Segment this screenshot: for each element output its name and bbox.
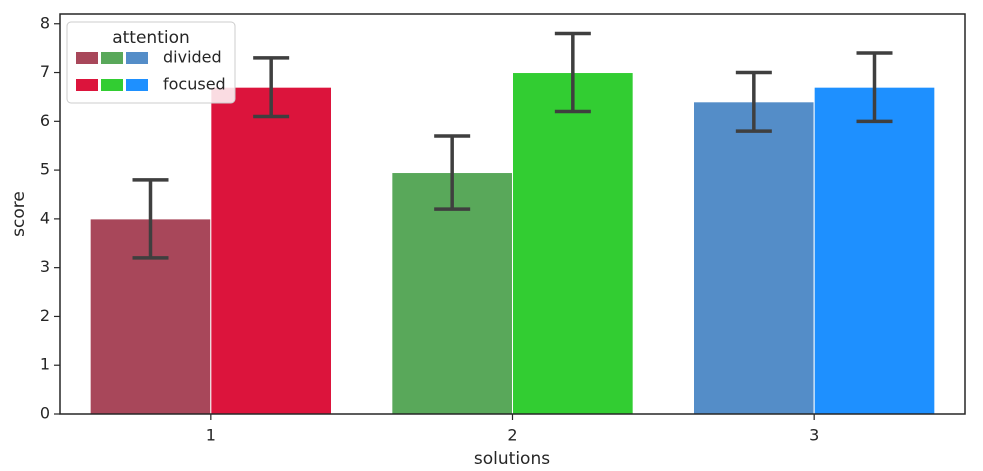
- y-tick-label: 0: [40, 404, 50, 423]
- legend-swatch: [76, 79, 98, 91]
- y-axis-label: score: [9, 191, 29, 237]
- error-bar: [253, 56, 290, 119]
- legend-title: attention: [112, 28, 190, 48]
- bar: [693, 101, 815, 415]
- legend-label: focused: [163, 75, 226, 94]
- x-tick-label: 2: [507, 426, 517, 445]
- y-tick-label: 3: [40, 257, 50, 276]
- error-bar: [856, 51, 893, 124]
- error-bar: [554, 31, 591, 114]
- plot-frame: [59, 13, 966, 415]
- bar: [512, 72, 634, 415]
- y-tick-label: 7: [40, 62, 50, 81]
- bar: [210, 86, 332, 415]
- error-bar: [434, 134, 471, 211]
- legend-swatch: [126, 52, 148, 64]
- bar: [813, 86, 936, 415]
- y-tick-label: 2: [40, 306, 50, 325]
- y-tick-label: 8: [40, 13, 50, 32]
- legend-swatch: [126, 79, 148, 91]
- error-bar: [132, 178, 169, 260]
- legend-label: divided: [163, 48, 222, 67]
- x-axis-label: solutions: [474, 449, 550, 469]
- legend-swatch: [101, 79, 123, 91]
- legend-swatch: [76, 52, 98, 64]
- x-tick-label: 3: [809, 426, 819, 445]
- y-tick-label: 4: [40, 208, 50, 227]
- x-tick-label: 1: [206, 426, 216, 445]
- y-tick-label: 6: [40, 111, 50, 130]
- error-bar: [735, 70, 772, 133]
- y-tick-label: 1: [40, 355, 50, 374]
- legend-swatch: [101, 52, 123, 64]
- y-tick-label: 5: [40, 160, 50, 179]
